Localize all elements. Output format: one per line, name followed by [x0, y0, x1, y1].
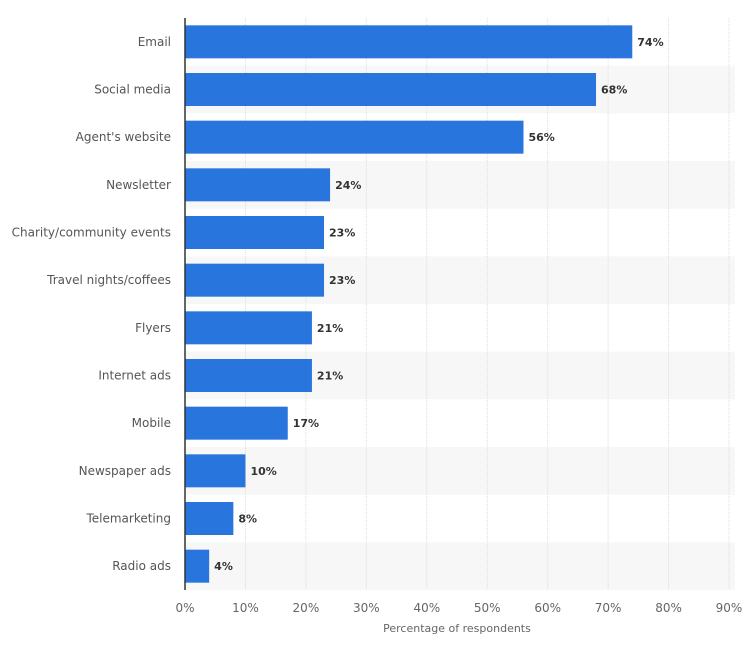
bar: [185, 120, 524, 154]
data-label: 23%: [329, 274, 355, 287]
x-tick-label: 20%: [293, 601, 320, 615]
bar: [185, 263, 325, 297]
category-label: Social media: [94, 83, 171, 97]
data-label: 21%: [317, 370, 343, 383]
data-label: 68%: [601, 84, 627, 97]
data-label: 56%: [528, 131, 554, 144]
x-tick-label: 70%: [595, 601, 622, 615]
bar: [185, 311, 312, 345]
x-tick-label: 80%: [655, 601, 682, 615]
bar: [185, 359, 312, 392]
data-label: 24%: [335, 179, 361, 192]
bar: [185, 73, 597, 106]
category-label: Agent's website: [76, 130, 171, 144]
category-label: Charity/community events: [12, 226, 171, 240]
category-label: Flyers: [135, 321, 171, 335]
data-label: 17%: [293, 417, 319, 430]
category-label: Internet ads: [98, 369, 171, 383]
bar: [185, 25, 633, 59]
bar: [185, 216, 325, 249]
data-label: 74%: [637, 36, 663, 49]
bar: [185, 549, 210, 583]
row-band: [185, 542, 735, 590]
data-label: 21%: [317, 322, 343, 335]
bar: [185, 454, 246, 488]
category-label: Mobile: [132, 416, 171, 430]
category-label: Telemarketing: [85, 512, 171, 526]
row-band: [185, 447, 735, 495]
bar: [185, 168, 331, 202]
bar: [185, 502, 234, 535]
x-tick-label: 10%: [232, 601, 259, 615]
data-label: 10%: [250, 465, 276, 478]
category-label: Newspaper ads: [79, 464, 171, 478]
data-label: 4%: [214, 560, 233, 573]
x-tick-label: 40%: [413, 601, 440, 615]
x-tick-label: 30%: [353, 601, 380, 615]
category-label: Radio ads: [112, 559, 171, 573]
category-label: Newsletter: [106, 178, 171, 192]
x-tick-label: 60%: [534, 601, 561, 615]
data-label: 23%: [329, 227, 355, 240]
bar: [185, 406, 288, 440]
category-label: Email: [138, 35, 171, 49]
x-tick-label: 90%: [716, 601, 743, 615]
x-axis-title: Percentage of respondents: [383, 622, 531, 635]
x-tick-label: 50%: [474, 601, 501, 615]
data-label: 8%: [238, 513, 257, 526]
category-label: Travel nights/coffees: [46, 273, 171, 287]
x-tick-label: 0%: [175, 601, 194, 615]
